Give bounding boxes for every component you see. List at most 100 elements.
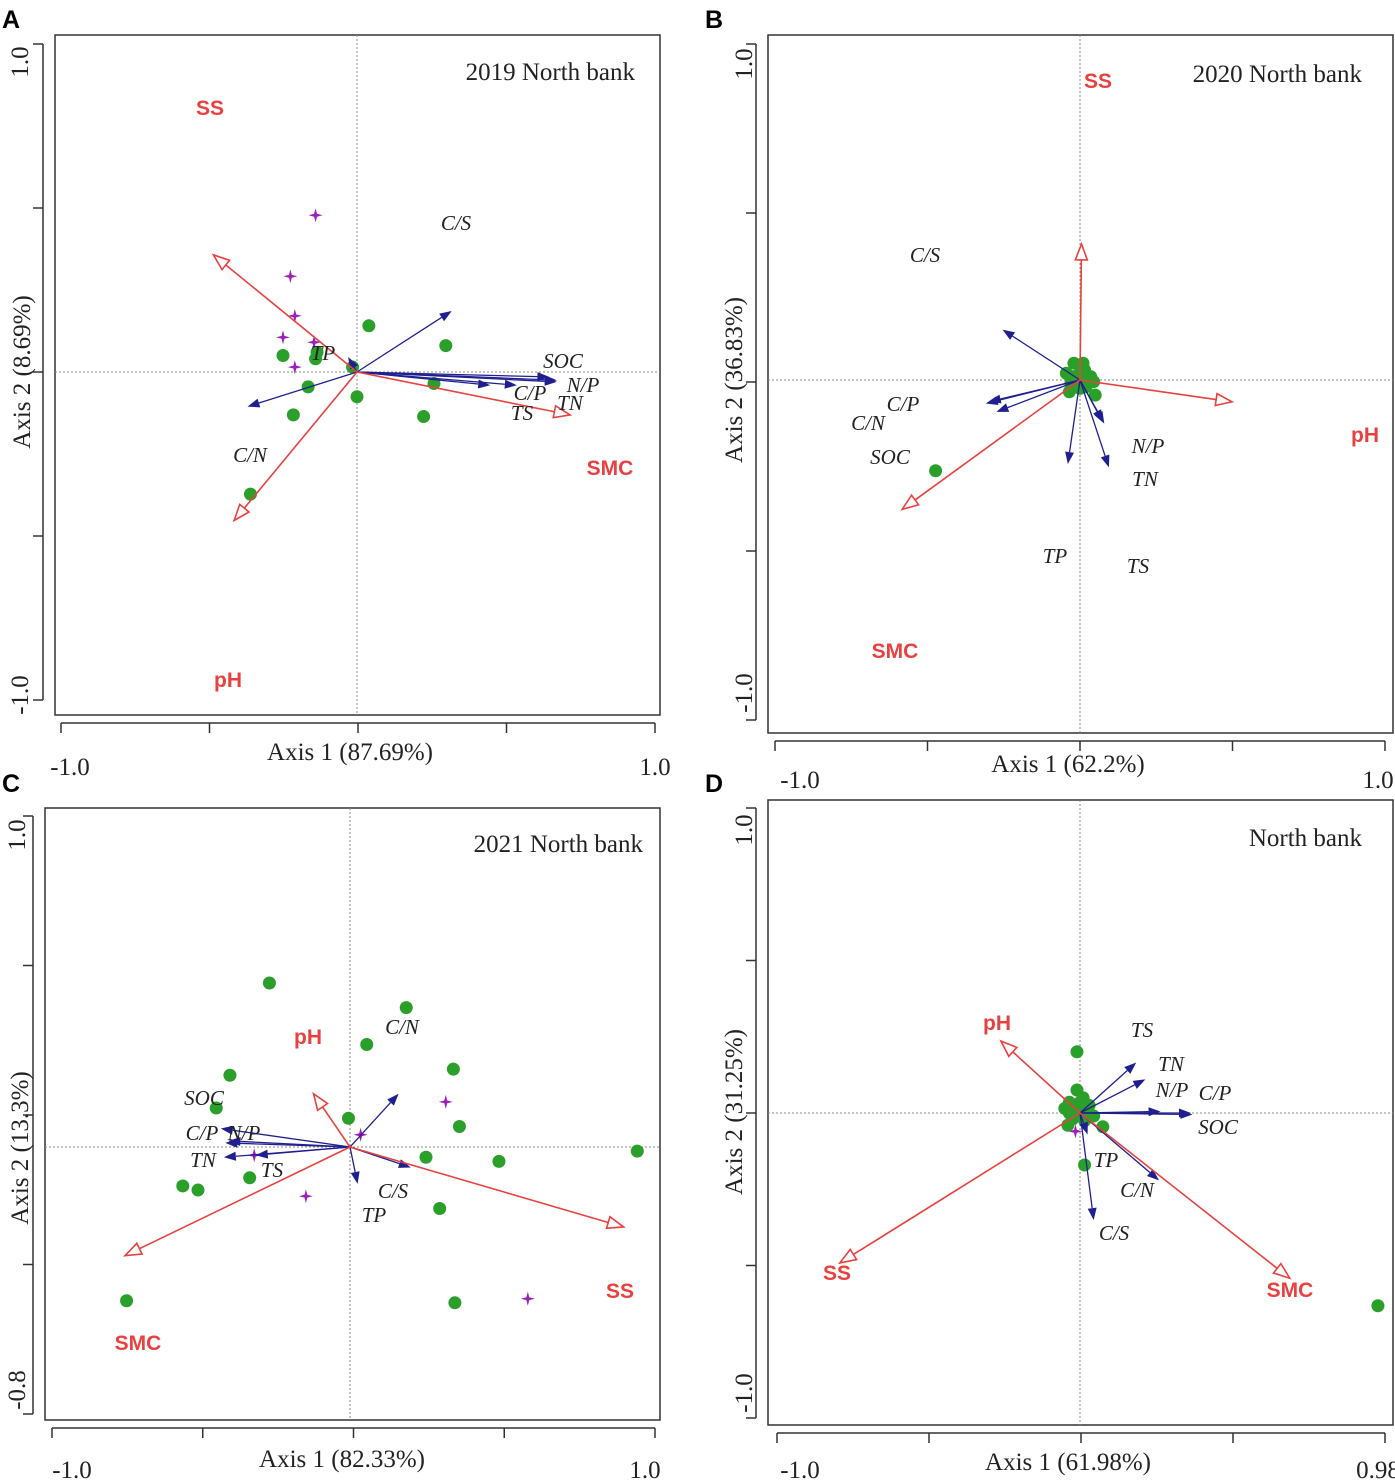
x-tick-label-max: 1.0 bbox=[1362, 767, 1393, 794]
env-label-ph: pH bbox=[983, 1012, 1011, 1035]
site-point bbox=[399, 1001, 413, 1015]
variable-label-soc: SOC bbox=[870, 445, 911, 469]
variable-arrow-c-n bbox=[997, 379, 1081, 402]
env-arrowhead-ss bbox=[211, 253, 231, 272]
env-arrowhead-ph bbox=[232, 502, 251, 523]
star-point bbox=[308, 208, 323, 223]
env-arrowhead-smc bbox=[1272, 1262, 1292, 1280]
variable-label-tn: TN bbox=[1132, 467, 1159, 491]
variable-label-c-s: C/S bbox=[1099, 1221, 1130, 1245]
y-axis-title: Axis 2 (8.69%) bbox=[9, 295, 36, 448]
variable-arrowhead-n-p bbox=[225, 1138, 238, 1148]
x-tick-label-min: -1.0 bbox=[52, 1457, 92, 1480]
site-point bbox=[419, 1150, 433, 1164]
panel-a: -1.0 1.0 1.0 -1.0 Axis 1 (87.69%) Axis 2 (8.6… bbox=[2, 6, 671, 781]
y-axis-title: Axis 2 (13.3%) bbox=[7, 1071, 34, 1224]
variable-label-soc: SOC bbox=[1198, 1115, 1239, 1139]
panel-letter: B bbox=[705, 6, 723, 34]
env-arrow-ph bbox=[1079, 379, 1217, 401]
variable-label-c-s: C/S bbox=[378, 1179, 409, 1203]
site-point bbox=[1078, 1158, 1092, 1172]
site-point bbox=[286, 408, 300, 422]
variable-arrowhead-c-n bbox=[387, 1093, 399, 1106]
variable-label-c-n: C/N bbox=[233, 443, 268, 467]
site-point bbox=[120, 1294, 134, 1308]
variable-label-soc: SOC bbox=[184, 1086, 225, 1110]
env-arrow-ss bbox=[349, 1146, 609, 1224]
variable-label-tp: TP bbox=[362, 1203, 387, 1227]
env-arrow-smc bbox=[356, 371, 555, 413]
site-point bbox=[341, 1111, 355, 1125]
site-point bbox=[452, 1120, 466, 1133]
env-label-ss: SS bbox=[196, 97, 224, 120]
star-point bbox=[298, 1189, 313, 1204]
y-tick-label-max: 1.0 bbox=[7, 46, 34, 77]
env-label-smc: SMC bbox=[1267, 1279, 1314, 1302]
env-label-ph: pH bbox=[294, 1026, 322, 1049]
env-label-smc: SMC bbox=[115, 1332, 162, 1355]
variable-label-n-p: N/P bbox=[227, 1121, 261, 1145]
plot-marks bbox=[120, 976, 644, 1310]
variable-label-c-n: C/N bbox=[1120, 1178, 1155, 1202]
variable-arrowhead-tn bbox=[223, 1151, 237, 1161]
y-tick-label-max: 1.0 bbox=[731, 48, 758, 79]
variable-label-tn: TN bbox=[1158, 1052, 1185, 1076]
panel-c: -1.0 1.0 1.0 -0.8 Axis 1 (82.33%) Axis 2 (13.… bbox=[2, 770, 661, 1480]
variable-label-tp: TP bbox=[1043, 544, 1068, 568]
variable-label-n-p: N/P bbox=[566, 373, 600, 397]
panel-b: -1.0 1.0 1.0 -1.0 Axis 1 (62.2%) Axis 2 (36.8… bbox=[705, 6, 1394, 794]
variable-arrow-ts bbox=[1079, 1070, 1128, 1114]
env-arrowhead-ss bbox=[1074, 241, 1089, 261]
panel-title: 2021 North bank bbox=[474, 831, 644, 858]
env-arrow-ph bbox=[243, 371, 358, 509]
panel-title: 2020 North bank bbox=[1193, 61, 1363, 88]
variable-label-soc: SOC bbox=[543, 349, 584, 373]
variable-arrow-ts bbox=[267, 1146, 351, 1155]
site-point bbox=[929, 464, 943, 478]
x-axis-title: Axis 1 (82.33%) bbox=[259, 1446, 425, 1473]
variable-label-tp: TP bbox=[311, 341, 336, 365]
variable-label-ts: TS bbox=[1127, 554, 1150, 578]
star-point bbox=[307, 335, 322, 350]
env-arrow-ss bbox=[225, 264, 358, 373]
env-arrowhead-smc bbox=[552, 404, 573, 419]
variable-arrowhead-c-p bbox=[504, 379, 517, 389]
star-point bbox=[283, 269, 298, 284]
variable-label-ts: TS bbox=[1131, 1018, 1154, 1042]
site-point bbox=[417, 410, 431, 424]
site-point bbox=[492, 1154, 506, 1168]
x-axis-title: Axis 1 (61.98%) bbox=[985, 1449, 1151, 1476]
site-point bbox=[1067, 356, 1081, 370]
env-arrowhead-smc bbox=[900, 493, 920, 511]
variable-arrowhead-c-n bbox=[985, 396, 999, 405]
variable-arrowhead-tn bbox=[1132, 1079, 1146, 1089]
env-label-ph: pH bbox=[214, 669, 242, 692]
variable-arrow-tp bbox=[1068, 379, 1081, 453]
y-axis-title: Axis 2 (36.83%) bbox=[721, 297, 748, 463]
env-arrow-smc bbox=[1079, 1112, 1278, 1269]
variable-arrowhead-tp bbox=[1065, 451, 1075, 464]
site-point bbox=[176, 1179, 190, 1193]
variable-label-c-p: C/P bbox=[514, 381, 547, 405]
site-point bbox=[191, 1183, 205, 1197]
plot-marks bbox=[900, 241, 1235, 511]
env-arrow-ph bbox=[321, 1106, 351, 1148]
variable-arrowhead-n-p bbox=[1148, 1107, 1161, 1117]
env-arrow-ss bbox=[1079, 259, 1083, 381]
variable-arrow-c-s bbox=[1012, 335, 1081, 381]
variable-arrow-n-p bbox=[237, 1142, 351, 1148]
env-arrowhead-ph bbox=[312, 1091, 329, 1112]
variable-arrowhead-ts bbox=[477, 379, 491, 389]
variable-arrowhead-c-s bbox=[439, 310, 452, 322]
variable-label-c-p: C/P bbox=[186, 1121, 219, 1145]
env-arrowhead-smc bbox=[122, 1241, 144, 1257]
site-point bbox=[1070, 1045, 1084, 1059]
variable-arrowhead-ts bbox=[255, 1149, 269, 1159]
variable-arrow-soc bbox=[1007, 379, 1081, 409]
site-point bbox=[262, 976, 276, 990]
variable-arrowhead-tp bbox=[350, 1171, 360, 1184]
x-tick-label-min: -1.0 bbox=[780, 767, 820, 794]
variable-arrow-tp bbox=[349, 1146, 356, 1173]
variable-arrow-ts bbox=[356, 371, 479, 385]
x-tick-label-min: -1.0 bbox=[780, 1457, 820, 1480]
